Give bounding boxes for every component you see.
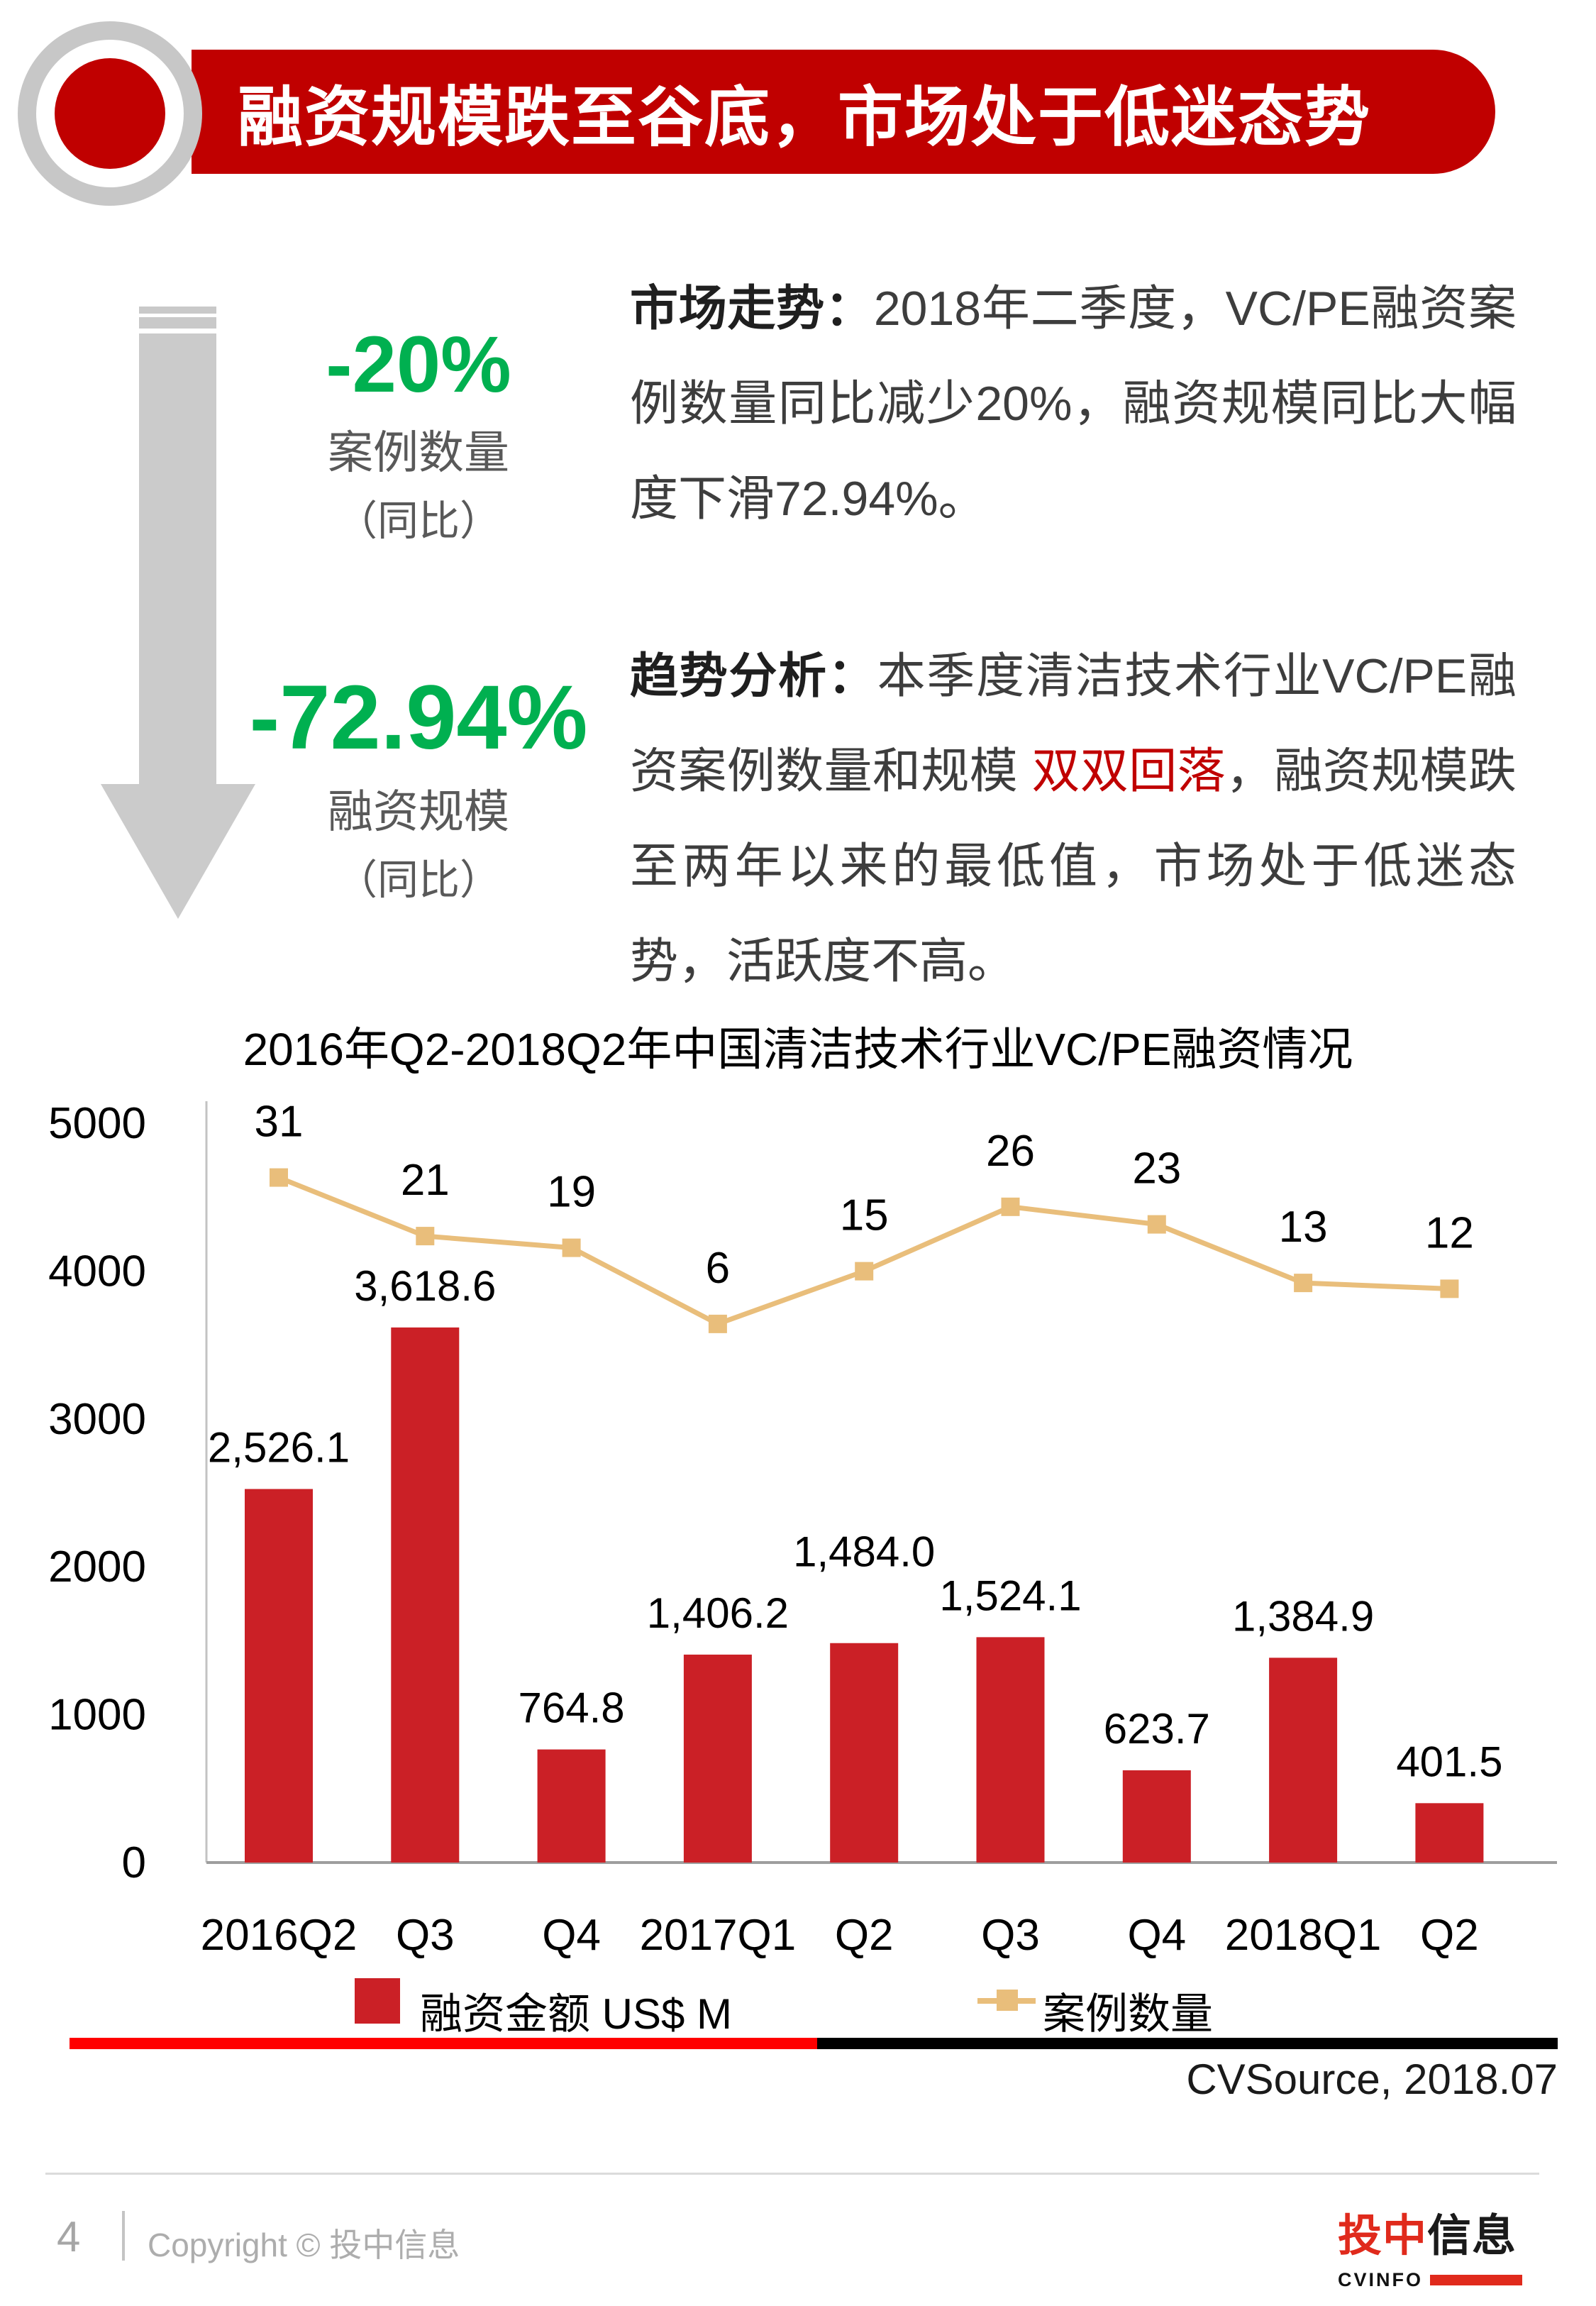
chart-bar (830, 1643, 899, 1863)
chart-bar (1122, 1770, 1191, 1863)
chart-line-marker (1440, 1279, 1459, 1298)
chart-line-label: 26 (986, 1127, 1035, 1176)
chart-title: 2016年Q2-2018Q2年中国清洁技术行业VC/PE融资情况 (243, 1024, 1353, 1075)
chart-x-label: 2016Q2 (201, 1911, 358, 1960)
highlight-text: 双双回落 (1031, 744, 1226, 798)
logo-english: CVINFO (1338, 2269, 1424, 2290)
chart-x-label: 2017Q1 (640, 1911, 797, 1960)
chart-bar (1269, 1657, 1338, 1863)
chart-line-marker (416, 1227, 435, 1246)
chart-x-label: Q3 (396, 1911, 455, 1960)
chart-bar-label: 764.8 (519, 1684, 625, 1732)
chart-bar (537, 1749, 606, 1863)
chart-y-tick-label: 5000 (48, 1099, 146, 1148)
chart-x-label: Q3 (981, 1911, 1040, 1960)
chart-x-label: 2018Q1 (1225, 1911, 1382, 1960)
legend-bar-label: 融资金额 US$ M (420, 1990, 733, 2038)
chart-x-label: Q4 (1127, 1911, 1186, 1960)
chart-y-tick-label: 0 (122, 1838, 146, 1887)
market-trend-paragraph: 市场走势：2018年二季度，VC/PE融资案例数量同比减少20%，融资规模同比大… (630, 261, 1517, 546)
chart-line-marker (1001, 1197, 1020, 1216)
logo-chinese-black: 信息 (1427, 2212, 1517, 2261)
chart-y-tick-label: 2000 (48, 1543, 146, 1591)
down-arrow-stripe (139, 307, 216, 314)
legend-line-label: 案例数量 (1043, 1990, 1213, 2038)
chart-bar (1415, 1803, 1484, 1863)
chart-line-label: 21 (401, 1156, 450, 1205)
paragraph-body: 本季度清洁技术行业VC/PE融资案例数量和规模 (630, 649, 1517, 798)
chart-bar-label: 3,618.6 (354, 1262, 496, 1310)
stat-case-count: -20% 案例数量 （同比） (234, 323, 603, 547)
stat-sublabel: （同比） (336, 857, 501, 904)
chart-line-marker (1147, 1215, 1166, 1234)
down-arrow-stripe (139, 317, 216, 329)
legend-bar-swatch (355, 1978, 400, 2024)
chart-bar (245, 1489, 313, 1863)
chart-bar-label: 1,484.0 (793, 1528, 935, 1576)
trend-analysis-paragraph: 趋势分析：本季度清洁技术行业VC/PE融资案例数量和规模 双双回落，融资规模跌至… (630, 629, 1517, 1009)
chart-line-marker (562, 1238, 581, 1257)
chart-y-tick-label: 3000 (48, 1395, 146, 1444)
chart-line-label: 15 (840, 1191, 889, 1240)
chart-line-label: 12 (1425, 1208, 1474, 1257)
logo-chinese-red: 投中 (1338, 2212, 1428, 2261)
divider-black-segment (817, 2038, 1558, 2049)
divider-red-segment (70, 2038, 817, 2049)
down-arrow-head (101, 784, 255, 919)
chart-y-tick-label: 4000 (48, 1247, 146, 1296)
chart-line-label: 31 (255, 1098, 304, 1147)
chart-bar-label: 623.7 (1104, 1705, 1210, 1753)
stat-value: -72.94% (249, 667, 588, 768)
chart-line-label: 23 (1132, 1144, 1181, 1193)
paragraph-lead: 市场走势： (630, 282, 874, 336)
paragraph-body: 2018年二季度，VC/PE融资案例数量同比减少20%，融资规模同比大幅度下滑7… (630, 282, 1517, 526)
logo-red-bar (1430, 2275, 1522, 2285)
stat-financing-scale: -72.94% 融资规模 （同比） (234, 667, 603, 906)
stat-value: -20% (326, 320, 511, 409)
header-banner (192, 50, 1495, 174)
paragraph-lead: 趋势分析： (630, 649, 877, 703)
legend-line-marker-icon (997, 1990, 1018, 2011)
chart-bar-label: 2,526.1 (208, 1424, 350, 1472)
chart-line-marker (855, 1262, 874, 1281)
stat-sublabel: （同比） (336, 497, 501, 544)
page-title: 融资规模跌至谷底，市场处于低迷态势 (238, 82, 1372, 154)
chart-x-label: Q2 (1420, 1911, 1479, 1960)
chart-bar-label: 401.5 (1396, 1738, 1502, 1785)
chart-bar (976, 1637, 1045, 1863)
chart-line-marker (1294, 1274, 1313, 1293)
footer-rule (45, 2173, 1539, 2175)
chart-line-label: 6 (706, 1244, 730, 1293)
paragraph-body: ，融资规模跌至两年以来的最低值，市场处于低迷态势，活跃度不高。 (630, 744, 1517, 988)
chart-bar-label: 1,524.1 (939, 1572, 1081, 1619)
page-number: 4 (57, 2213, 81, 2261)
cvinfo-logo: 投中信息 CVINFO (1338, 2200, 1522, 2291)
stat-label: 案例数量 (328, 426, 509, 478)
copyright-text: Copyright © 投中信息 (148, 2227, 460, 2263)
chart-bar-label: 1,406.2 (647, 1589, 789, 1637)
logo-chinese: 投中信息 (1338, 2200, 1522, 2263)
footer-divider-bar (122, 2211, 125, 2261)
stat-label: 融资规模 (328, 786, 509, 838)
chart-line-label: 19 (547, 1168, 596, 1217)
chart-bar (391, 1327, 460, 1863)
chart-y-tick-label: 1000 (48, 1691, 146, 1740)
chart-line-marker (270, 1168, 288, 1187)
chart-line-label: 13 (1279, 1203, 1328, 1252)
header-dot-decoration (55, 58, 165, 169)
down-arrow-shaft (139, 333, 216, 784)
data-source: CVSource, 2018.07 (1186, 2056, 1558, 2103)
chart-x-label: Q2 (835, 1911, 894, 1960)
chart-x-label: Q4 (542, 1911, 601, 1960)
chart-bar-label: 1,384.9 (1232, 1592, 1374, 1640)
chart-line-marker (708, 1314, 727, 1333)
chart-bar (683, 1654, 752, 1863)
